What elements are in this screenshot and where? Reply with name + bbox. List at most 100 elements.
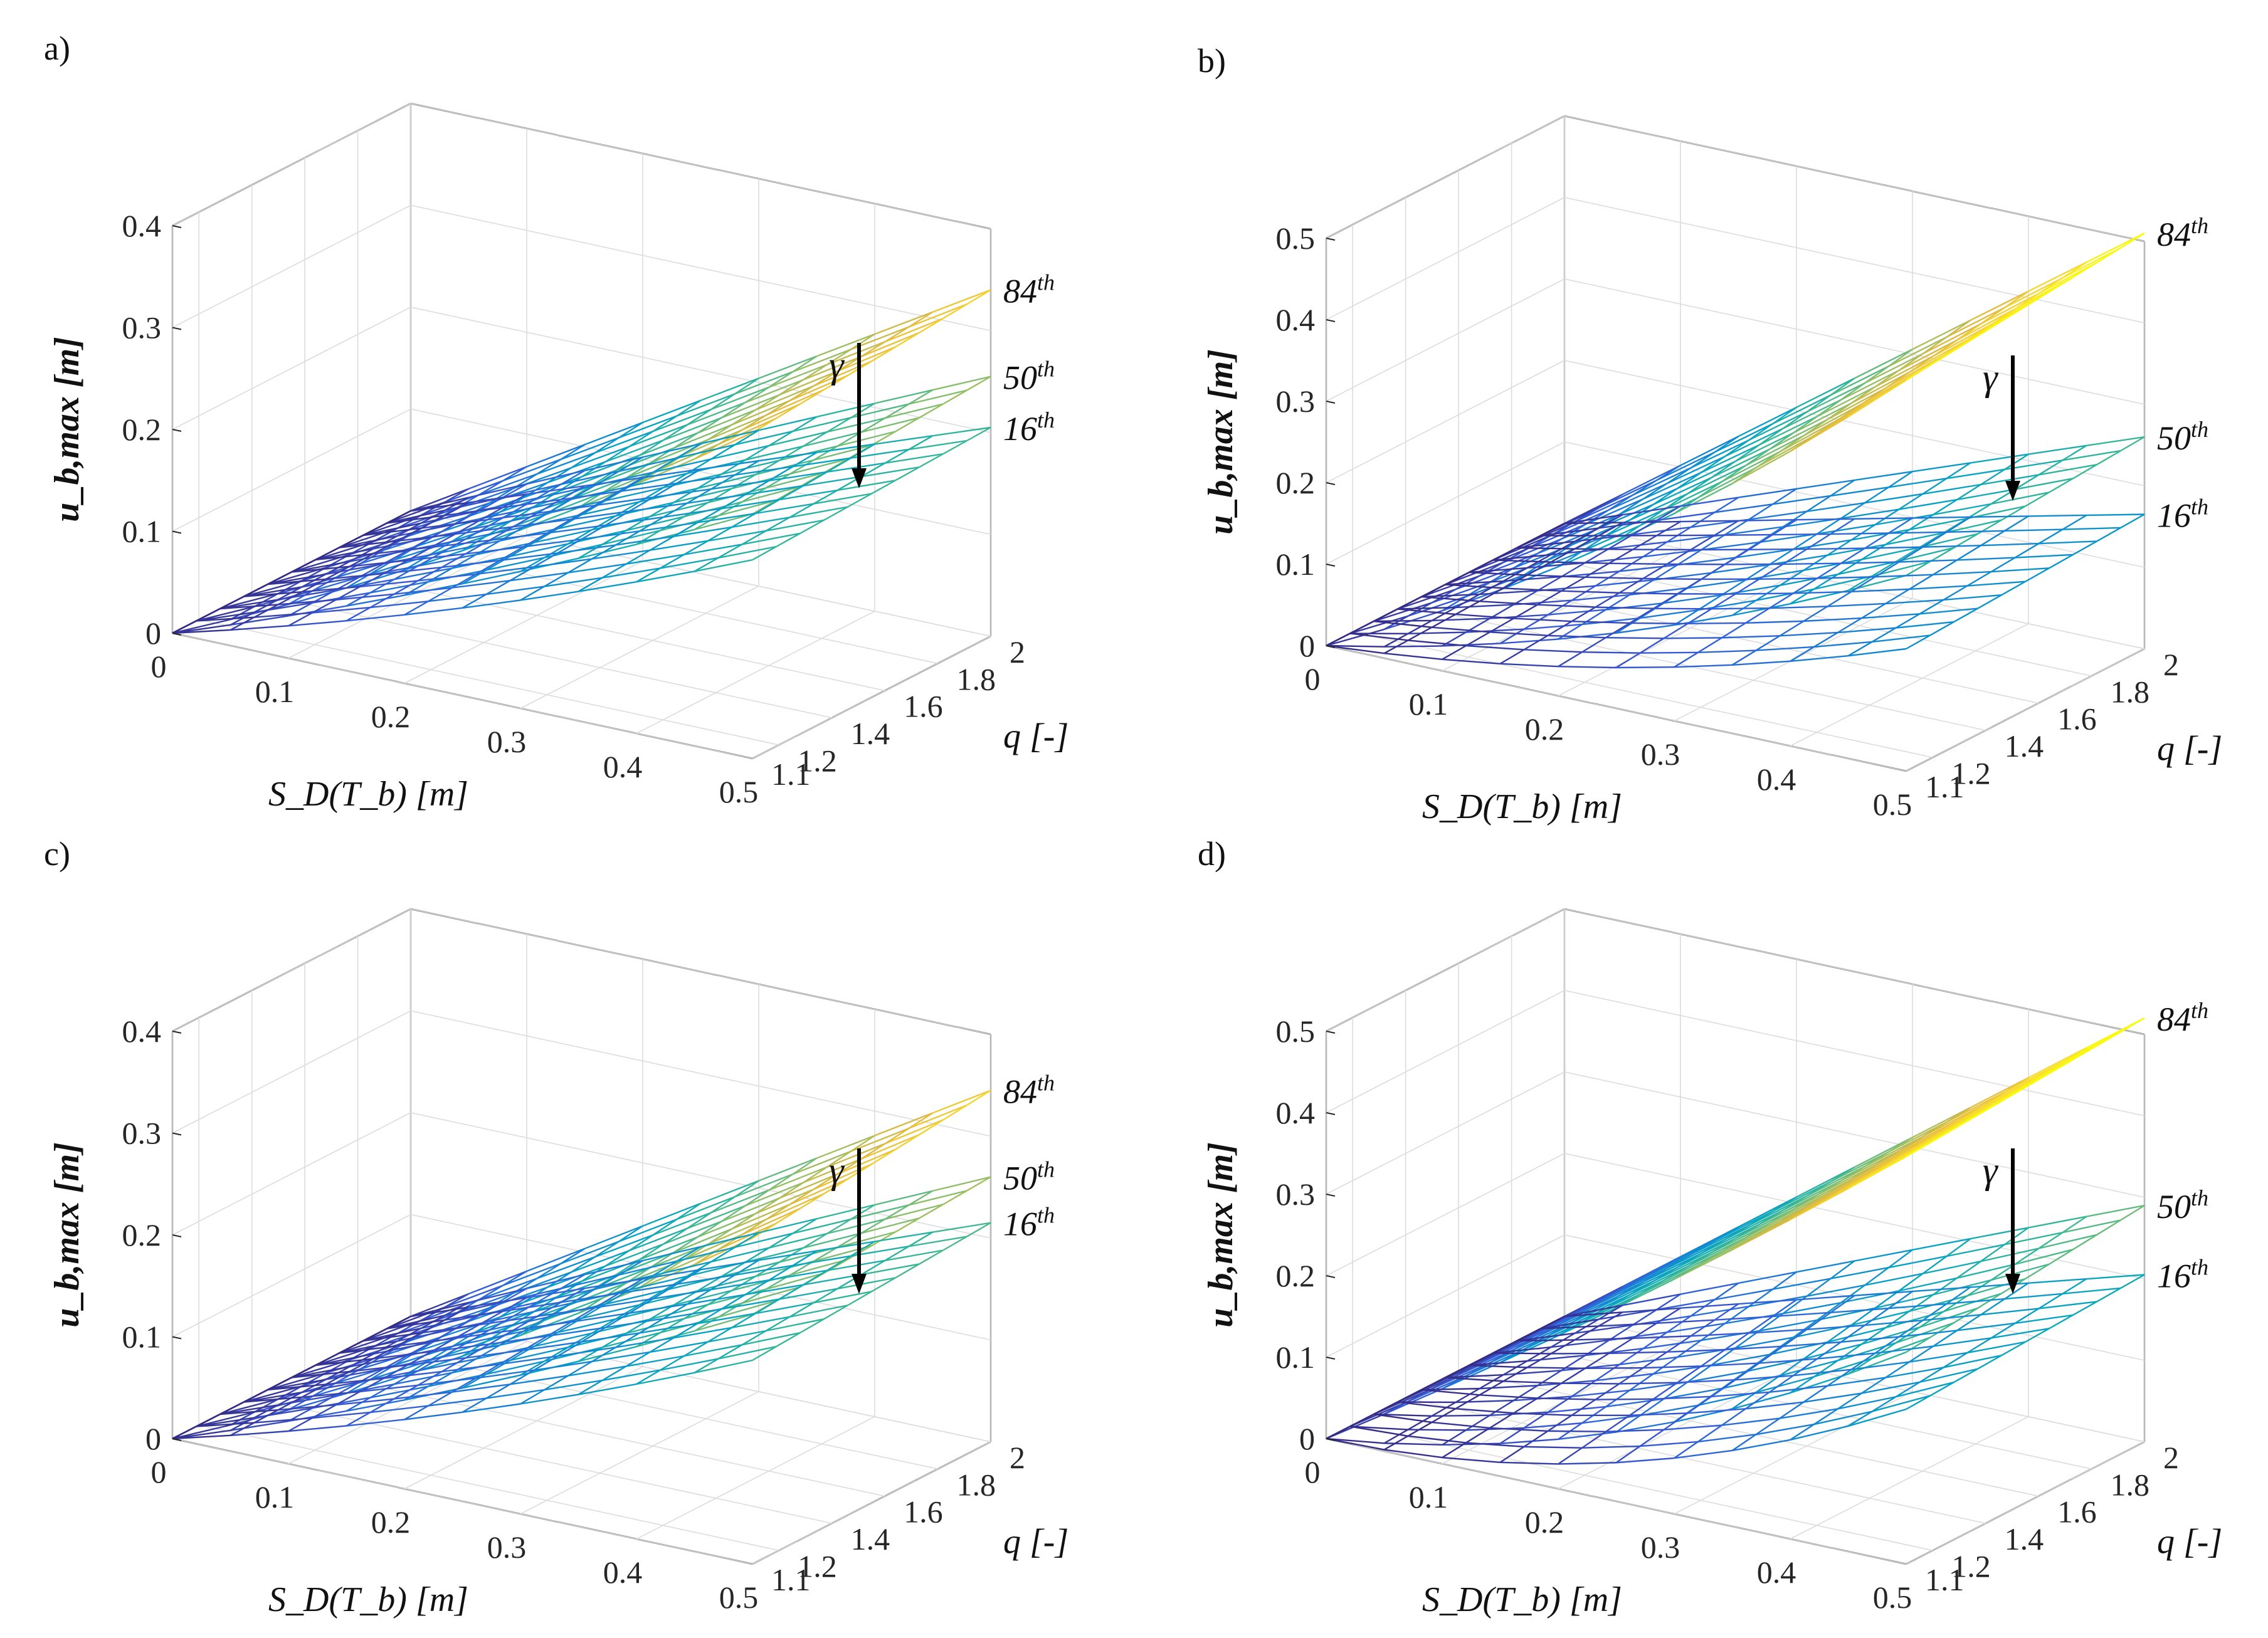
- mesh-line: [803, 364, 828, 381]
- x-tick-label: 0.1: [255, 674, 295, 709]
- mesh-line: [710, 480, 769, 490]
- mesh-line: [1956, 1106, 1981, 1121]
- mesh-line: [502, 483, 561, 498]
- mesh-line: [1748, 503, 1773, 520]
- mesh-line: [1731, 450, 1791, 485]
- mesh-line: [1690, 1305, 1749, 1317]
- mesh-line: [243, 583, 268, 597]
- mesh-line: [826, 1218, 885, 1235]
- mesh-line: [1790, 588, 1815, 605]
- mesh-line: [2001, 1086, 2026, 1102]
- mesh-line: [1875, 1294, 1934, 1309]
- mesh-line: [410, 496, 469, 512]
- mesh-line: [1772, 488, 1797, 505]
- mesh-line: [1827, 1324, 1852, 1343]
- mesh-line: [1929, 1322, 1954, 1338]
- mesh-line: [1677, 1365, 1702, 1383]
- q-axis-label: q [-]: [2157, 730, 2222, 769]
- mesh-line: [1779, 620, 1805, 637]
- mesh-line: [1806, 1278, 1832, 1297]
- mesh-line: [676, 1269, 702, 1285]
- mesh-line: [1861, 547, 1920, 560]
- mesh-line: [673, 488, 699, 503]
- mesh-line: [1946, 1106, 1971, 1123]
- mesh-line: [710, 1247, 769, 1263]
- mesh-line: [544, 1375, 569, 1391]
- mesh-line: [1817, 1341, 1842, 1360]
- percentile-label-16th: 16th: [2157, 495, 2208, 535]
- mesh-line: [639, 486, 664, 503]
- mesh-line: [789, 1189, 815, 1205]
- mesh-line: [813, 1245, 872, 1263]
- mesh-line: [196, 616, 255, 622]
- mesh-line: [1967, 580, 2026, 587]
- surface-50th: [172, 1176, 991, 1440]
- mesh-line: [1854, 1137, 1913, 1168]
- mesh-line: [776, 486, 801, 501]
- mesh-line: [1888, 1137, 1913, 1153]
- mesh-line: [1769, 554, 1828, 565]
- mesh-line: [1782, 548, 1808, 565]
- mesh-line: [510, 500, 569, 522]
- mesh-line: [601, 563, 627, 579]
- mesh-line: [673, 1290, 699, 1306]
- mesh-line: [625, 1351, 651, 1367]
- mesh-line: [339, 534, 364, 549]
- mesh-line: [758, 355, 817, 379]
- mesh-line: [2028, 261, 2087, 292]
- mesh-line: [673, 526, 732, 537]
- mesh-line: [1442, 1429, 1467, 1446]
- mesh-line: [1895, 1146, 1921, 1162]
- mesh-line: [1756, 1424, 1815, 1436]
- mesh-line: [526, 1288, 585, 1299]
- mesh-line: [1492, 554, 1551, 561]
- mesh-line: [700, 459, 759, 470]
- mesh-line: [1677, 1252, 1702, 1268]
- mesh-line: [677, 1274, 736, 1285]
- mesh-line: [909, 389, 968, 405]
- mesh-line: [885, 403, 944, 419]
- mesh-line: [1537, 538, 1562, 555]
- mesh-line: [243, 591, 302, 597]
- mesh-line: [1701, 1362, 1759, 1367]
- q-tick-label: 1.2: [1951, 1548, 1991, 1583]
- x-tick-label: 0.2: [1525, 711, 1564, 747]
- mesh-line: [1499, 1348, 1525, 1363]
- mesh-line: [468, 1270, 527, 1295]
- mesh-line: [315, 1358, 374, 1367]
- mesh-line: [407, 537, 432, 552]
- mesh-line: [789, 1178, 848, 1205]
- grid-line: [404, 154, 643, 684]
- mesh-line: [1837, 403, 1862, 421]
- mesh-line: [1909, 1294, 1968, 1312]
- mesh-line: [431, 533, 456, 549]
- mesh-line: [731, 1276, 756, 1291]
- mesh-line: [653, 1261, 712, 1276]
- mesh-line: [1701, 564, 1726, 580]
- mesh-line: [1769, 606, 1828, 609]
- mesh-line: [1489, 567, 1514, 583]
- mesh-line: [1397, 1401, 1456, 1410]
- x-tick-label: 0.5: [1873, 787, 1912, 822]
- mesh-line: [1432, 617, 1490, 622]
- mesh-line: [766, 1318, 825, 1332]
- surface-50th: [172, 375, 991, 634]
- mesh-line: [697, 1212, 756, 1238]
- mesh-line: [1585, 498, 1643, 525]
- mesh-line: [243, 1396, 302, 1403]
- mesh-line: [325, 572, 384, 580]
- mesh-line: [362, 527, 421, 537]
- mesh-line: [919, 317, 944, 333]
- mesh-line: [1782, 1328, 1808, 1347]
- mesh-line: [769, 431, 828, 447]
- mesh-line: [1619, 592, 1678, 595]
- mesh-line: [1943, 1293, 2002, 1313]
- mesh-line: [1970, 290, 2029, 321]
- mesh-line: [779, 370, 838, 396]
- mesh-line: [1513, 1385, 1538, 1402]
- mesh-line: [1813, 641, 1872, 648]
- mesh-line: [1701, 1239, 1726, 1254]
- mesh-line: [710, 1189, 769, 1214]
- q-tick-label: 1.2: [798, 743, 837, 778]
- mesh-line: [850, 443, 875, 459]
